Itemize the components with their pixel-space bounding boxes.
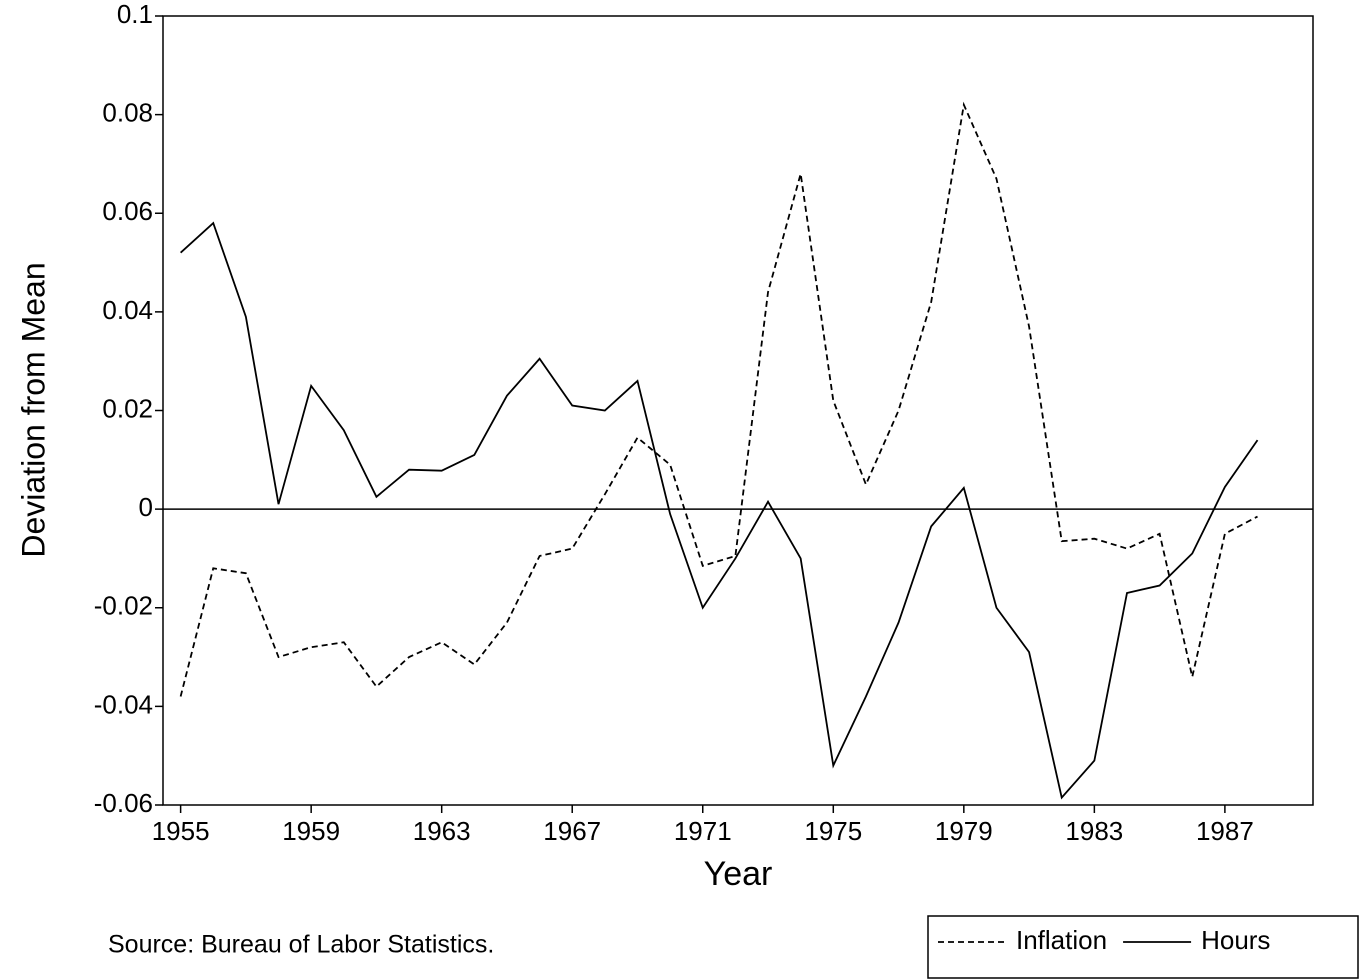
- legend-label: Inflation: [1016, 925, 1107, 955]
- source-note: Source: Bureau of Labor Statistics.: [108, 931, 494, 959]
- y-tick-label: -0.02: [94, 591, 153, 621]
- x-tick-label: 1967: [543, 816, 601, 846]
- y-tick-label: 0: [139, 492, 153, 522]
- legend-label: Hours: [1201, 925, 1270, 955]
- y-tick-label: 0.04: [102, 295, 153, 325]
- x-axis-label: Year: [704, 855, 773, 893]
- legend-box: [927, 915, 1359, 979]
- series-line: [179, 101, 1258, 697]
- x-tick-label: 1959: [282, 816, 340, 846]
- x-tick-label: 1983: [1065, 816, 1123, 846]
- y-tick-label: -0.04: [94, 689, 153, 719]
- x-tick-label: 1987: [1196, 816, 1254, 846]
- series-line: [180, 221, 1259, 800]
- plot-frame: [162, 15, 1314, 806]
- x-tick-label: 1955: [152, 816, 210, 846]
- x-tick-label: 1963: [413, 816, 471, 846]
- y-tick-label: 0.06: [102, 196, 153, 226]
- x-tick-label: 1975: [804, 816, 862, 846]
- y-tick-label: 0.08: [102, 98, 153, 128]
- x-tick-label: 1979: [935, 816, 993, 846]
- y-tick-label: -0.06: [94, 788, 153, 818]
- y-tick-label: 0.1: [117, 0, 153, 29]
- y-axis-label: Deviation from Mean: [15, 262, 51, 557]
- x-tick-label: 1971: [674, 816, 732, 846]
- y-tick-label: 0.02: [102, 393, 153, 423]
